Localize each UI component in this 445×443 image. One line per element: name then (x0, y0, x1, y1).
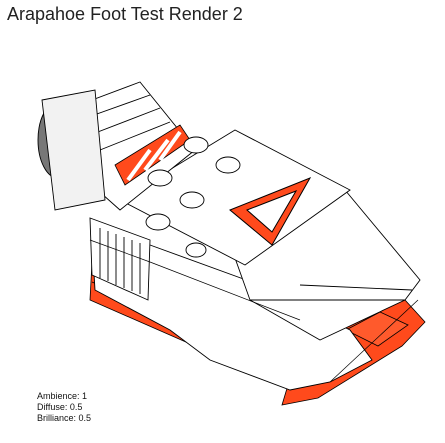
render-parameters: Ambience: 1 Diffuse: 0.5 Brilliance: 0.5 (37, 391, 91, 424)
studs (145, 136, 241, 258)
ambience-param: Ambience: 1 (37, 391, 88, 401)
page-title: Arapahoe Foot Test Render 2 (7, 4, 243, 24)
side-wheel-part (37, 89, 106, 211)
diffuse-param: Diffuse: 0.5 (37, 402, 83, 412)
grille-lines (99, 228, 141, 294)
edge-lines (89, 239, 419, 383)
warning-triangle-decal (229, 177, 312, 246)
brilliance-param: Brilliance: 0.5 (37, 413, 92, 423)
